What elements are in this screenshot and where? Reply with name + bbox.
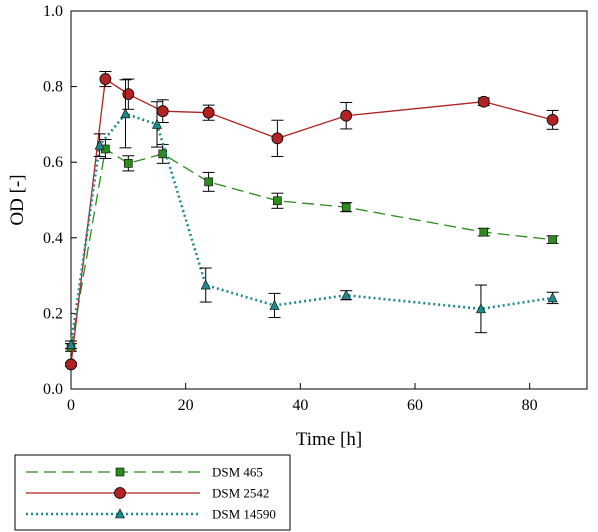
data-point (200, 279, 211, 290)
data-point (341, 289, 352, 300)
data-point (120, 108, 131, 119)
data-point (94, 139, 105, 150)
x-tick-label: 20 (178, 397, 194, 414)
data-point (271, 132, 284, 145)
x-tick-label: 40 (292, 397, 308, 414)
legend: DSM 465 DSM 2542 DSM 14590 (14, 454, 291, 531)
x-axis-ticks: 0 20 40 60 80 (67, 383, 538, 414)
data-point (548, 235, 557, 244)
series-dsm-465 (65, 139, 559, 352)
legend-swatch-marker (115, 467, 125, 477)
x-tick-label: 60 (407, 397, 423, 414)
data-point (340, 109, 353, 122)
data-point (477, 95, 490, 108)
data-point (66, 339, 76, 350)
y-tick-label: 0.0 (43, 381, 63, 398)
data-point (204, 177, 213, 187)
data-point (202, 106, 215, 119)
data-point (152, 118, 162, 129)
y-tick-label: 0.8 (43, 79, 63, 96)
data-point (273, 196, 282, 206)
data-point (99, 73, 112, 85)
plot-border (70, 10, 588, 390)
x-tick-label: 0 (67, 397, 75, 414)
y-axis-ticks: 0.0 0.2 0.4 0.6 0.8 1.0 (43, 3, 77, 398)
plot-frame (70, 10, 588, 390)
legend-label: DSM 2542 (212, 486, 269, 501)
data-point (156, 105, 169, 118)
data-point (479, 227, 489, 237)
series-line (70, 147, 553, 348)
data-point (547, 292, 558, 303)
data-point (124, 159, 133, 168)
legend-label: DSM 14590 (212, 507, 276, 522)
data-point (269, 299, 280, 310)
data-point (341, 202, 351, 212)
series-layer (65, 70, 559, 371)
x-axis-title: Time [h] (296, 429, 362, 450)
legend-swatch-marker (115, 508, 125, 519)
series-line (69, 112, 553, 345)
legend-swatch-marker (114, 487, 126, 499)
y-tick-label: 0.4 (43, 230, 63, 247)
data-point (122, 88, 135, 101)
data-point (65, 358, 77, 371)
series-dsm-2542 (65, 70, 559, 371)
series-line (70, 77, 553, 365)
y-axis-title: OD [-] (7, 174, 28, 225)
x-tick-label: 80 (522, 397, 538, 414)
legend-label: DSM 465 (212, 465, 263, 480)
series-dsm-14590 (65, 79, 559, 350)
y-tick-label: 0.6 (43, 154, 63, 171)
data-point (546, 113, 559, 126)
y-tick-label: 0.2 (43, 305, 63, 322)
y-tick-label: 1.0 (43, 3, 63, 20)
data-point (475, 303, 486, 314)
